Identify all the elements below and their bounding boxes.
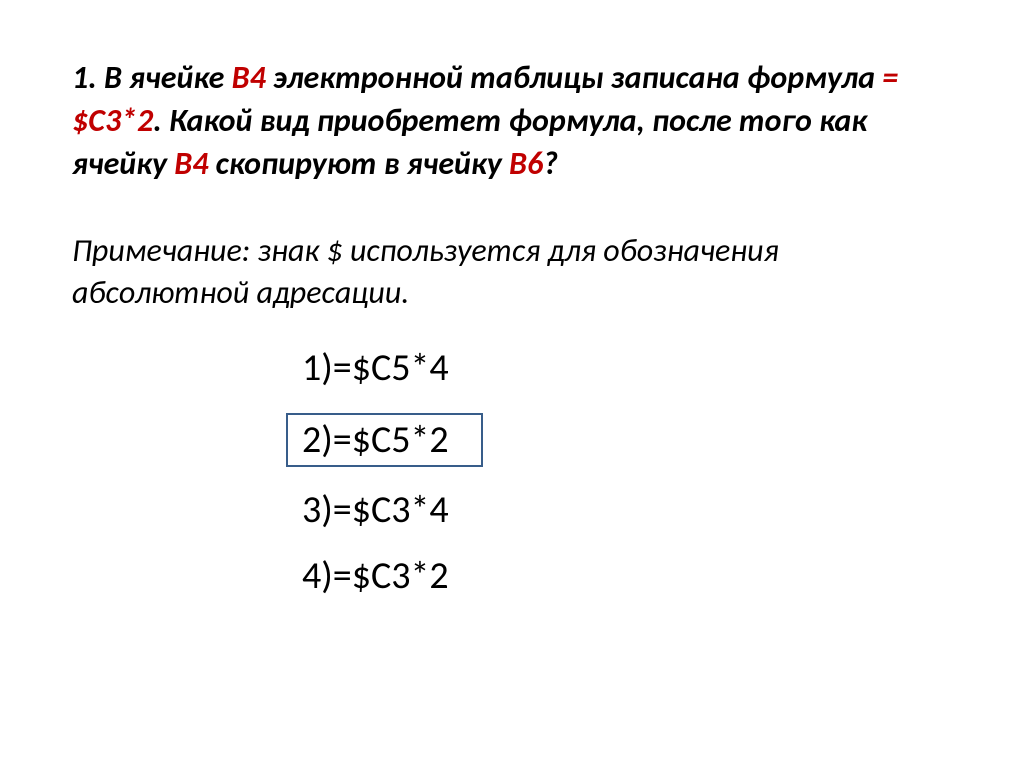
answers-list: 1)=$С5*4 2)=$С5*2 3)=$С3*4 4)=$С3*2 <box>302 349 952 595</box>
q-t5: ? <box>543 144 558 183</box>
answer-1: 1)=$С5*4 <box>302 349 952 387</box>
q-cell3: В4 <box>174 144 208 183</box>
answer-3: 3)=$С3*4 <box>302 491 952 529</box>
q-cell1: В4 <box>232 58 266 97</box>
q-cell4: В6 <box>509 144 543 183</box>
note-text: Примечание: знак $ используется для обоз… <box>72 230 952 316</box>
q-t2: электронной таблицы записана формула <box>266 58 882 97</box>
q-t4: скопируют в ячейку <box>208 144 509 183</box>
answer-2-correct: 2)=$С5*2 <box>286 413 483 467</box>
question-text: 1. В ячейке В4 электронной таблицы запис… <box>72 56 952 186</box>
q-num: 1. <box>72 58 97 97</box>
q-t1: В ячейке <box>97 58 232 97</box>
answer-4: 4)=$С3*2 <box>302 557 952 595</box>
